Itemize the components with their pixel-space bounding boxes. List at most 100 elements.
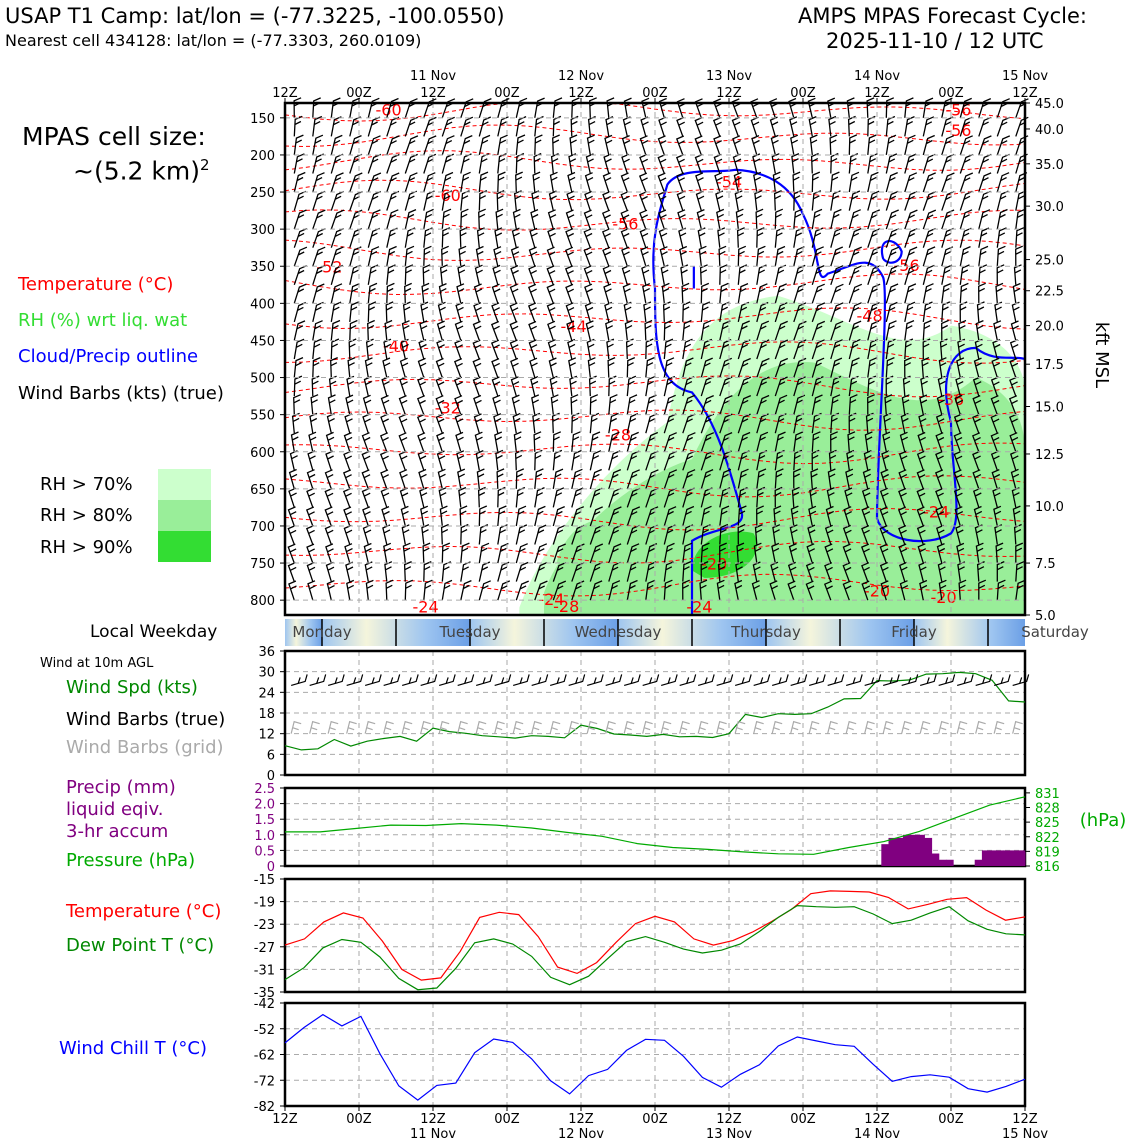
wind-barb (719, 523, 729, 545)
wind-barb (640, 116, 649, 137)
wind-barb (361, 432, 371, 453)
temperature-contour-label: -24 (923, 503, 949, 522)
wind-barb (460, 116, 474, 137)
wind-barb (386, 282, 395, 304)
wind-barb (293, 283, 307, 304)
wind-barb (510, 246, 520, 267)
wind-barb (365, 338, 374, 360)
wind-barb (623, 97, 632, 118)
wind-barbs-true-label: Wind Barbs (true) (66, 709, 226, 730)
wind-barb (972, 413, 981, 434)
pressure-tick-label: 750 (250, 557, 275, 572)
wind-barb-true (975, 674, 993, 687)
wind-barb (978, 172, 992, 193)
wind-barb (682, 394, 696, 415)
wind-barb (435, 413, 445, 434)
kft-tick-label: 15.0 (1035, 400, 1064, 415)
wind-barb (899, 561, 908, 582)
wind-barb (756, 468, 767, 489)
wind-barb (552, 506, 565, 527)
wind-barb (898, 543, 908, 564)
wind-barb (324, 469, 334, 490)
wind-barb-true (661, 674, 678, 687)
wind-barb (386, 245, 397, 267)
wind-barb (658, 227, 668, 248)
bottom-date-label: 13 Nov (706, 1127, 752, 1140)
wind-barb (399, 469, 408, 490)
wind-barb (349, 153, 363, 174)
wind-barb (510, 376, 520, 397)
wind-barb (990, 432, 1000, 453)
wind-barb-grid (753, 720, 764, 734)
wind-barb-grid (956, 720, 968, 734)
wind-barb (904, 320, 915, 341)
wind-barb-grid (586, 720, 598, 734)
wind-barb (737, 357, 751, 378)
precip-bar (981, 850, 990, 866)
wind-barb (1012, 505, 1021, 527)
kft-tick-label: 7.5 (1035, 557, 1056, 572)
top-date-label: 12 Nov (558, 69, 604, 84)
wind-barb (515, 561, 529, 582)
wind-barb (941, 264, 953, 285)
wind-barb (793, 468, 801, 489)
wind-barb (312, 172, 325, 193)
wind-barb (904, 116, 915, 137)
wind-barb (478, 208, 486, 230)
wind-barb (602, 191, 611, 211)
wind-barb (330, 172, 344, 193)
wind-barb (459, 505, 468, 527)
wind-barb (935, 487, 944, 508)
kft-tick-label: 45.0 (1035, 97, 1064, 112)
precip-bar (1017, 850, 1026, 866)
wind-barb (603, 283, 612, 304)
wind-barb (996, 153, 1010, 174)
wind-barb (922, 172, 936, 193)
wind-barb (916, 506, 926, 527)
wind-barb (719, 505, 730, 527)
wind-barb (956, 542, 965, 564)
wind-barb (441, 245, 449, 267)
wind-barb (867, 153, 878, 174)
wind-barb-grid (642, 720, 653, 734)
temperature-contour-label: -24 (413, 598, 439, 617)
wind-barb (455, 431, 464, 452)
wind-barb (515, 486, 526, 508)
wind-barb (639, 209, 648, 230)
wind-barb (663, 432, 677, 453)
wind-barb (934, 469, 944, 490)
wind-barb (386, 153, 400, 174)
wind-barb (570, 115, 579, 137)
wind-barb (515, 97, 528, 118)
wind-barb (291, 412, 300, 434)
wind-barb (362, 524, 372, 545)
wind-barb (534, 134, 543, 155)
wind-barb (423, 208, 434, 230)
wind-barb (330, 338, 340, 360)
wind-barb (330, 134, 343, 156)
wind-barb (774, 394, 788, 415)
wind-barb (441, 561, 452, 582)
wind-barb (830, 339, 843, 360)
wind-barb (867, 338, 879, 360)
wind-barb (367, 116, 381, 137)
weekday-label: Tuesday (438, 623, 500, 641)
wind-barb (515, 580, 529, 601)
wind-barb (975, 320, 984, 341)
wind-barb (287, 562, 297, 582)
wind-barb (993, 320, 1002, 341)
wind-barb (885, 134, 897, 156)
wind-barb (880, 469, 889, 490)
pressure-tick-label: 250 (250, 186, 275, 201)
wind-barb (404, 227, 416, 248)
wind-barb (514, 449, 523, 471)
wind-barb (754, 524, 763, 545)
wind-barb (382, 524, 391, 545)
wind-barb (423, 98, 437, 119)
wind-barb (848, 227, 862, 248)
wind-barb (534, 487, 545, 508)
wind-barb (534, 543, 548, 564)
wind-barb (401, 524, 410, 545)
wind-barb (608, 469, 622, 490)
wind-barb-true (383, 674, 401, 687)
